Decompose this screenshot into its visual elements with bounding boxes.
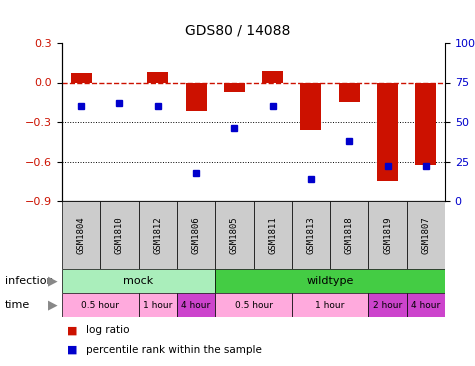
Bar [62, 269, 215, 293]
Bar [369, 293, 407, 317]
Bar [139, 293, 177, 317]
Bar [71, 73, 92, 82]
Text: GSM1805: GSM1805 [230, 216, 239, 254]
Bar [369, 201, 407, 269]
Bar [415, 82, 437, 165]
Bar [377, 82, 398, 181]
Bar [262, 71, 283, 82]
Text: 1 hour: 1 hour [315, 300, 345, 310]
Text: GSM1819: GSM1819 [383, 216, 392, 254]
Text: GSM1811: GSM1811 [268, 216, 277, 254]
Bar [147, 72, 168, 82]
Text: GSM1813: GSM1813 [306, 216, 315, 254]
Text: ■: ■ [67, 345, 77, 355]
Bar [62, 293, 139, 317]
Text: mock: mock [124, 276, 154, 286]
Text: 0.5 hour: 0.5 hour [81, 300, 119, 310]
Bar [215, 269, 445, 293]
Text: GSM1812: GSM1812 [153, 216, 162, 254]
Bar [407, 201, 445, 269]
Bar [215, 293, 292, 317]
Bar [339, 82, 360, 102]
Text: percentile rank within the sample: percentile rank within the sample [86, 345, 262, 355]
Text: 4 hour: 4 hour [181, 300, 211, 310]
Bar [215, 201, 254, 269]
Bar [177, 293, 215, 317]
Text: ▶: ▶ [48, 299, 57, 311]
Bar [254, 201, 292, 269]
Text: GSM1804: GSM1804 [76, 216, 86, 254]
Text: 0.5 hour: 0.5 hour [235, 300, 273, 310]
Text: GDS80 / 14088: GDS80 / 14088 [185, 23, 290, 37]
Text: ▶: ▶ [48, 274, 57, 288]
Text: GSM1806: GSM1806 [191, 216, 200, 254]
Bar [177, 201, 215, 269]
Bar [292, 293, 369, 317]
Bar [407, 293, 445, 317]
Text: infection: infection [5, 276, 53, 286]
Text: wildtype: wildtype [306, 276, 354, 286]
Text: GSM1818: GSM1818 [345, 216, 354, 254]
Bar [139, 201, 177, 269]
Text: ■: ■ [67, 325, 77, 335]
Text: GSM1807: GSM1807 [421, 216, 430, 254]
Bar [100, 201, 139, 269]
Text: log ratio: log ratio [86, 325, 129, 335]
Bar [300, 82, 322, 130]
Bar [224, 82, 245, 92]
Bar [330, 201, 369, 269]
Bar [62, 201, 100, 269]
Text: GSM1810: GSM1810 [115, 216, 124, 254]
Bar [186, 82, 207, 112]
Text: 2 hour: 2 hour [373, 300, 402, 310]
Text: 1 hour: 1 hour [143, 300, 172, 310]
Bar [292, 201, 330, 269]
Text: time: time [5, 300, 30, 310]
Text: 4 hour: 4 hour [411, 300, 440, 310]
